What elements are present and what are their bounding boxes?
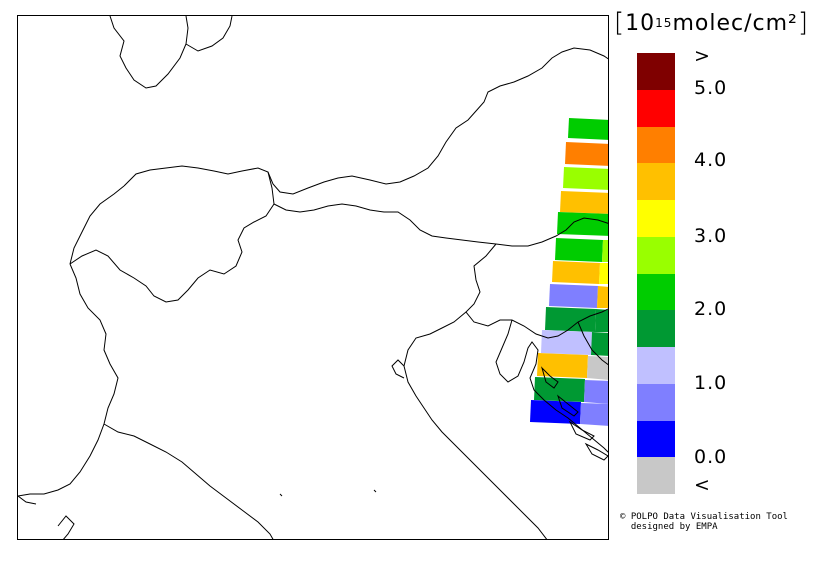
pixel [587,356,608,380]
map-canvas[interactable] [18,16,609,540]
pixel [580,403,608,426]
pixel [537,353,588,378]
colorbar-segment [637,383,675,421]
pixel [552,261,600,284]
colorbar-label-1: 1.0 [694,372,728,394]
pixel [534,377,585,402]
pixel [560,191,608,214]
pixel [597,286,608,308]
colorbar-segment [637,126,675,164]
colorbar-label-5: 5.0 [694,77,728,99]
colorbar-segment [637,200,675,237]
unit-bracket-close: ] [797,8,809,38]
credit-line-1: © POLPO Data Visualisation Tool [620,512,788,522]
colorbar-segment [637,236,675,274]
pixel [545,307,596,332]
colorbar [637,53,675,494]
pixel [568,118,608,140]
unit-bracket-open: [ [614,8,626,38]
retrieval-pixels [530,118,608,426]
colorbar-segment [637,347,675,384]
colorbar-label-0: 0.0 [694,446,728,468]
colorbar-label-under: < [694,474,711,496]
unit-base: 10 [625,10,656,36]
pixel [565,142,608,166]
colorbar-label-2: 2.0 [694,298,728,320]
colorbar-segment [637,273,675,311]
pixel [599,263,608,284]
colorbar-label-over: > [694,45,711,67]
colorbar-segment [637,163,675,200]
colorbar-segment [637,457,675,494]
unit-exponent: 15 [655,16,673,30]
unit-rest: molec/cm² [672,10,798,36]
pixel [584,380,608,404]
pixel [530,400,581,424]
credit-text: © POLPO Data Visualisation Tool designed… [620,512,788,532]
pixel [555,238,603,262]
country-borders [18,16,608,539]
pixel [602,240,608,262]
colorbar-segment [637,53,675,90]
pixel [595,309,608,332]
colorbar-segment [637,420,675,458]
credit-line-2: designed by EMPA [620,522,718,532]
pixel [563,167,608,190]
colorbar-segment [637,89,675,127]
pixel [557,212,608,236]
colorbar-label-4: 4.0 [694,149,728,171]
pixel [591,332,608,356]
pixel [549,284,598,308]
unit-title: [ 10 15 molec/cm² ] [614,6,810,40]
colorbar-label-3: 3.0 [694,225,728,247]
pixel [541,330,592,355]
colorbar-segment [637,310,675,347]
map-panel[interactable] [17,15,609,540]
